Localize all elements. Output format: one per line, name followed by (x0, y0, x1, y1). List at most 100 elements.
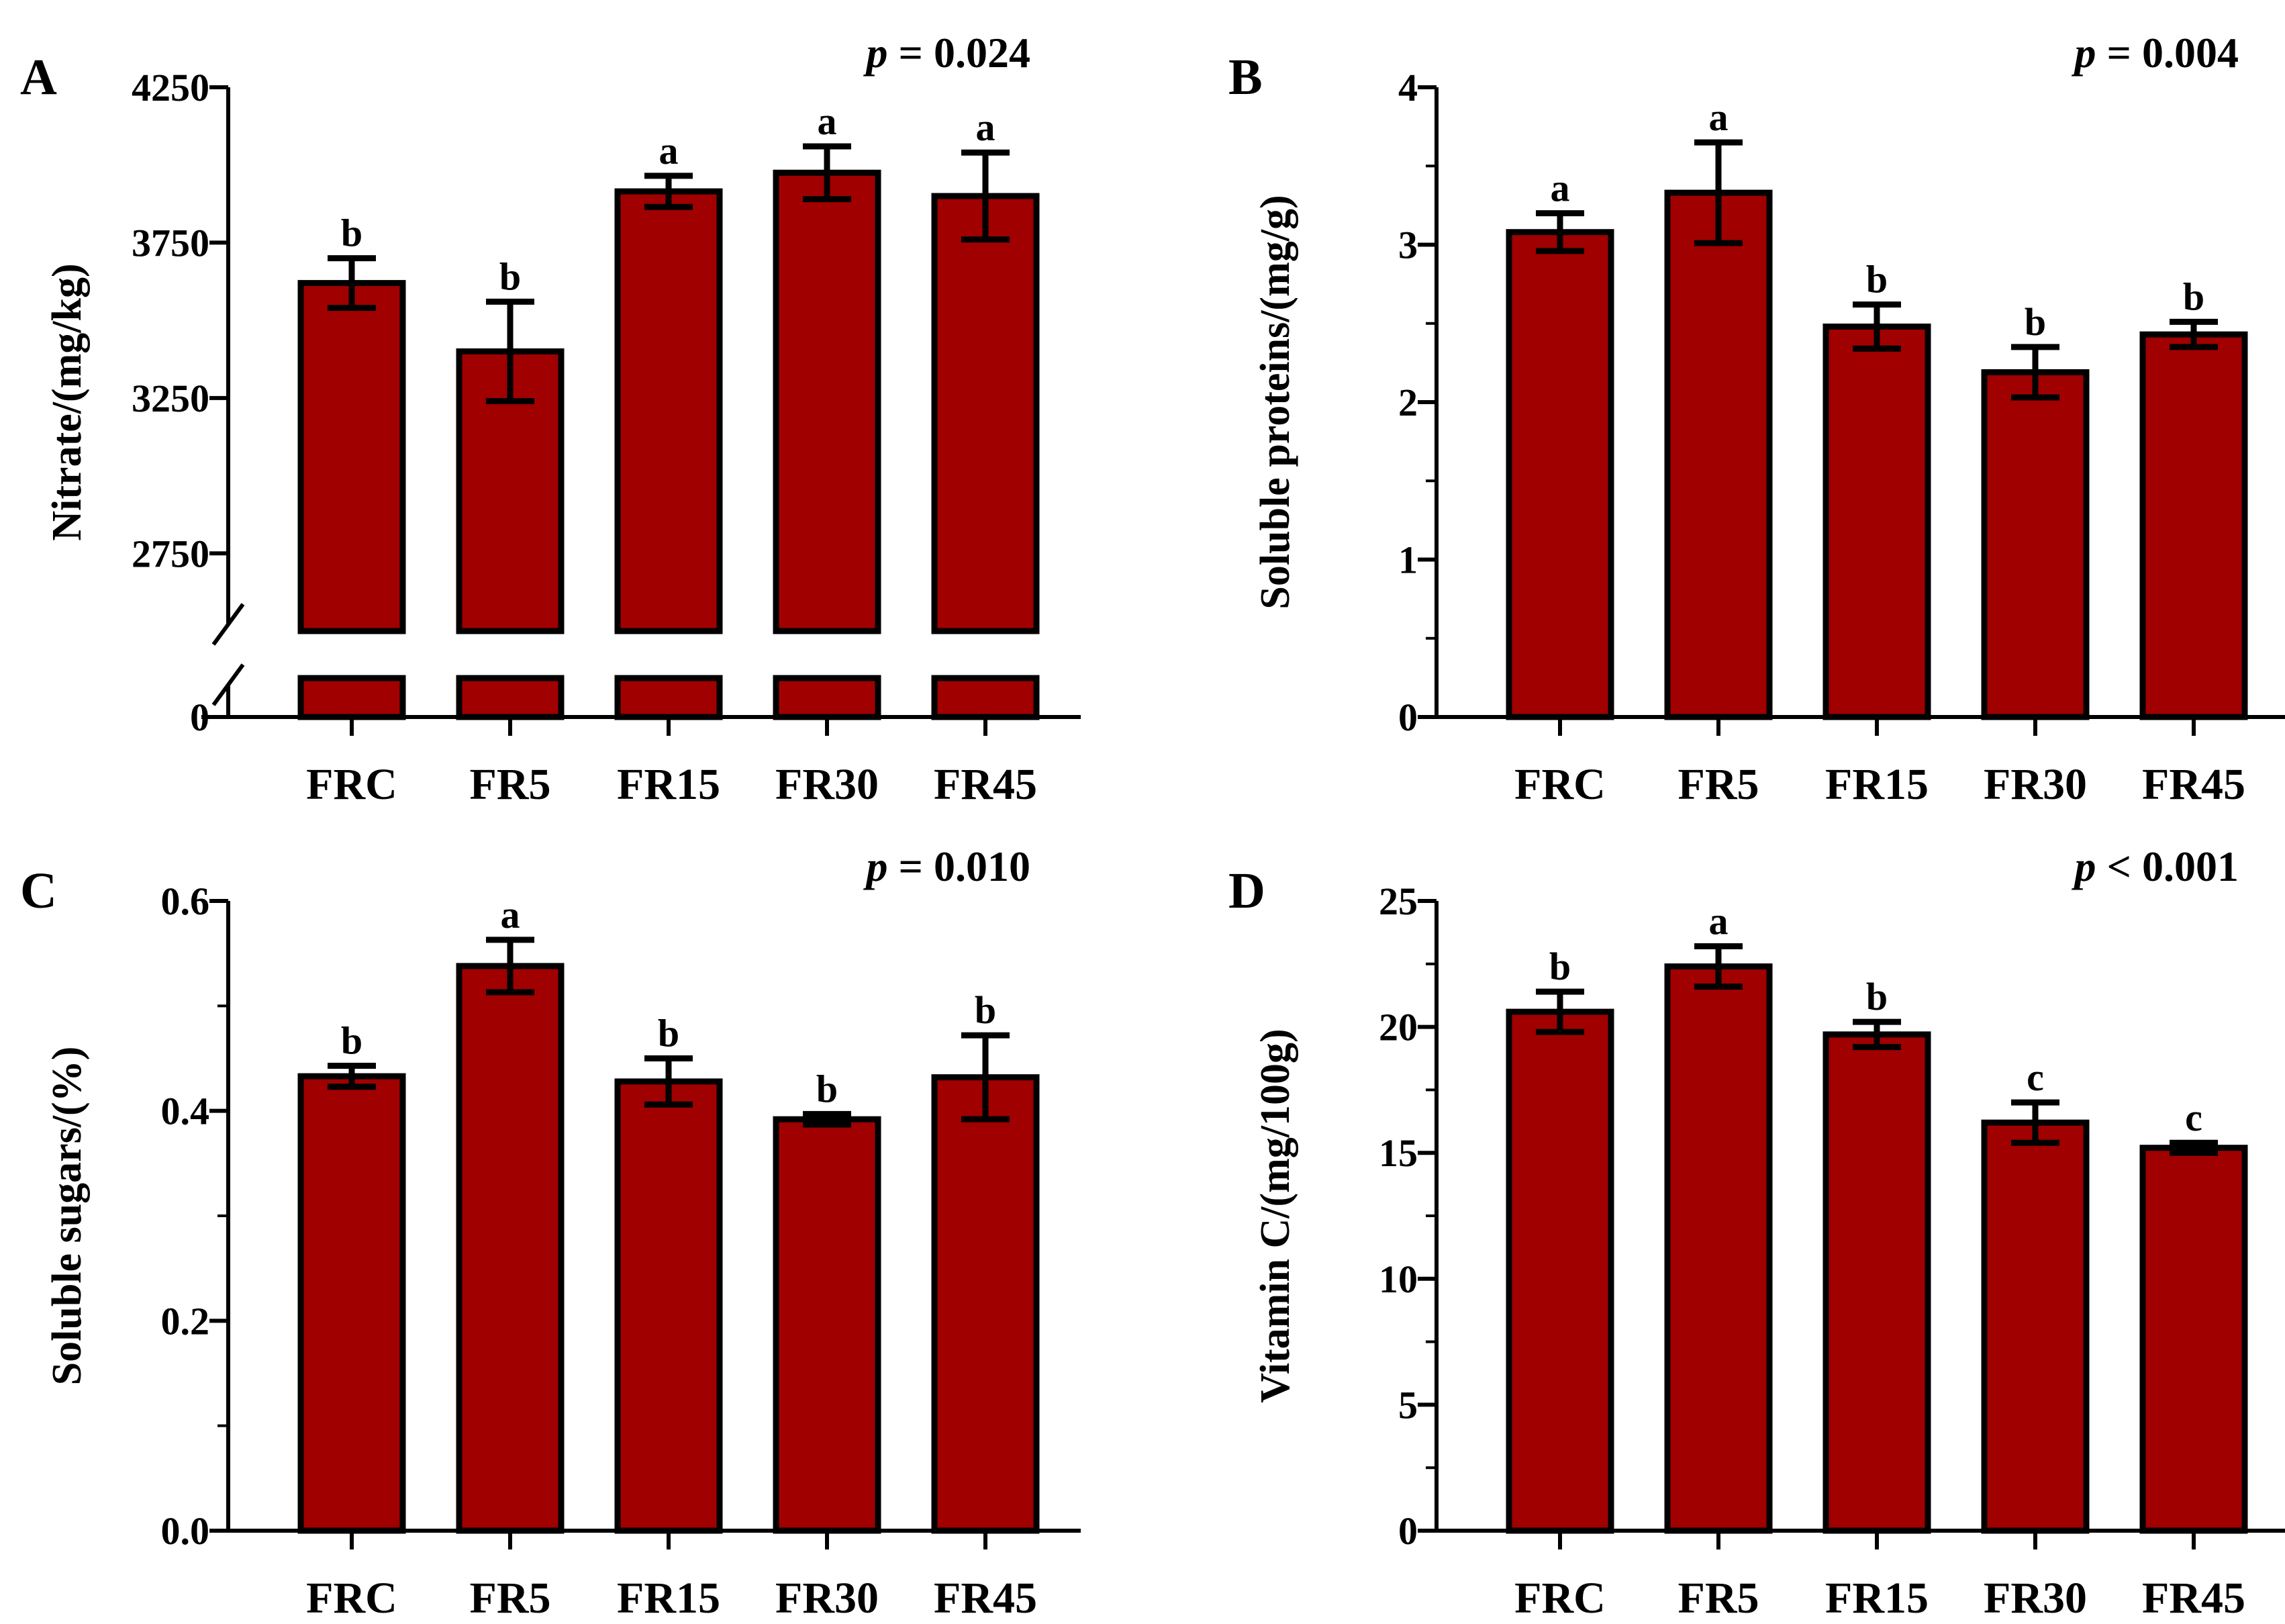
y-tick-label: 0 (1398, 1509, 1418, 1553)
bar-lower-segment (297, 675, 406, 720)
bar (2139, 1145, 2248, 1534)
significance-letter: b (816, 1067, 838, 1110)
y-tick-label: 5 (1398, 1383, 1418, 1427)
error-bar (644, 1055, 693, 1108)
bar-group: a (1506, 166, 1614, 720)
bar-group: b (1506, 945, 1614, 1534)
category-label: FR15 (1825, 1574, 1929, 1621)
category-label: FR45 (2142, 760, 2245, 809)
y-tick-label: 4 (1398, 66, 1418, 109)
error-bar (2170, 1139, 2218, 1156)
y-tick-label: 10 (1379, 1257, 1418, 1301)
error-bar (644, 173, 693, 210)
category-label: FR30 (775, 760, 879, 809)
bar-group: a (931, 105, 1040, 720)
p-value-symbol: p (863, 843, 888, 890)
significance-letter: a (976, 105, 995, 149)
bar (614, 1078, 723, 1534)
bar (1981, 369, 2090, 720)
bar-group: b (297, 1018, 406, 1534)
panel-label-c: C (20, 863, 57, 919)
significance-letter: b (975, 988, 996, 1032)
p-value-annotation: p = 0.024 (863, 29, 1030, 77)
significance-letter: c (2027, 1055, 2044, 1099)
p-value-text: = 0.010 (888, 843, 1030, 890)
y-tick-label: 3250 (132, 377, 209, 420)
bar (1981, 1119, 2090, 1534)
bar-group: c (1981, 1055, 2090, 1534)
significance-letter: b (2025, 300, 2046, 344)
bar-group: b (1981, 300, 2090, 720)
category-label: FR45 (2142, 1574, 2245, 1621)
y-tick-label: 0.2 (161, 1299, 210, 1343)
bar (931, 193, 1040, 634)
significance-letter: b (658, 1012, 679, 1055)
y-axis-title: Vitamin C/(mg/100g) (1253, 1029, 1298, 1402)
category-label: FR5 (470, 760, 551, 809)
bar-group: b (456, 254, 565, 720)
significance-letter: b (499, 254, 521, 298)
bar-lower-segment (456, 675, 565, 720)
significance-letter: a (501, 893, 520, 937)
p-value-text: = 0.024 (888, 29, 1030, 77)
y-tick-label: 0.6 (161, 879, 210, 923)
significance-letter: b (1549, 945, 1571, 988)
significance-letter: a (1551, 166, 1570, 210)
error-bar (328, 1062, 376, 1090)
category-label: FR5 (470, 1574, 551, 1621)
p-value-text: = 0.004 (2096, 29, 2239, 77)
error-bar (1853, 1018, 1901, 1051)
significance-letter: a (1709, 900, 1729, 943)
category-label: FR30 (1984, 1574, 2087, 1621)
bar (1664, 189, 1773, 720)
bar-group: a (1664, 900, 1773, 1534)
significance-letter: b (341, 1018, 362, 1062)
p-value-annotation: p < 0.001 (2072, 843, 2239, 890)
error-bar (2170, 318, 2218, 350)
bar-group: b (931, 988, 1040, 1534)
bar-group: b (773, 1067, 881, 1534)
bar-group: b (614, 1012, 723, 1534)
bar-group: a (456, 893, 565, 1534)
bar (2139, 331, 2248, 720)
bar (931, 1074, 1040, 1534)
axis-break-mark (211, 663, 245, 706)
y-tick-label: 20 (1379, 1006, 1418, 1049)
category-label: FR45 (934, 760, 1037, 809)
panel-b: B a FRC a FR5 b FR15 b FR30 b FR45 0 1 2 3 4 Soluble pr… (1228, 29, 2285, 809)
y-tick-label: 0 (190, 696, 209, 739)
error-bar (1536, 988, 1584, 1035)
panel-c: C b FRC a FR5 b FR15 b FR30 b FR45 0.0 0.2 0.4 0.6 Sol… (20, 843, 1081, 1623)
y-axis-title: Soluble sugars/(%) (44, 1047, 90, 1386)
axis-break-mark (211, 603, 245, 646)
error-bar (2011, 344, 2059, 401)
y-tick-label: 1 (1398, 538, 1418, 582)
significance-letter: c (2185, 1096, 2202, 1139)
p-value-symbol: p (863, 29, 888, 77)
bar (1506, 1008, 1614, 1534)
category-label: FRC (306, 1574, 397, 1621)
bar-group: c (2139, 1096, 2248, 1534)
significance-letter: a (659, 129, 679, 173)
y-tick-label: 4250 (132, 66, 209, 109)
y-tick-label: 15 (1379, 1131, 1418, 1175)
bar-group: a (614, 129, 723, 720)
bar-group: b (1822, 258, 1931, 720)
error-bar (486, 298, 534, 404)
p-value-symbol: p (2072, 29, 2096, 77)
p-value-annotation: p = 0.010 (863, 843, 1030, 890)
category-label: FRC (1514, 760, 1606, 809)
bar-lower-segment (931, 675, 1040, 720)
category-label: FR30 (775, 1574, 879, 1621)
error-bar (961, 149, 1010, 243)
bar-group: b (297, 211, 406, 720)
y-tick-label: 0.0 (161, 1509, 210, 1553)
category-label: FR5 (1678, 1574, 1759, 1621)
y-tick-label: 0 (1398, 696, 1418, 739)
bar (456, 963, 565, 1534)
significance-letter: b (1866, 975, 1888, 1018)
category-label: FR30 (1984, 760, 2087, 809)
y-tick-label: 25 (1379, 879, 1418, 923)
bar (1506, 229, 1614, 720)
